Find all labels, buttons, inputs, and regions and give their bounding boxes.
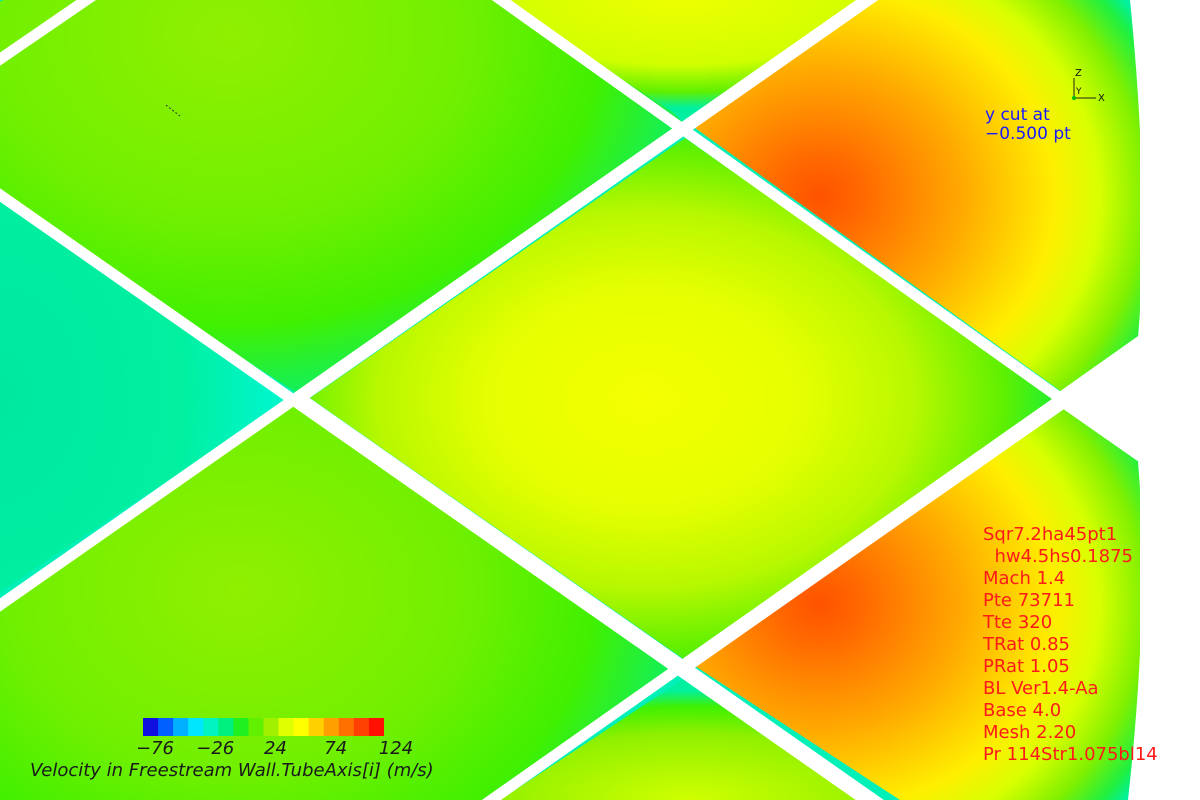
cut-plane-label: y cut at −0.500 pt bbox=[985, 106, 1071, 144]
colorbar-swatch bbox=[218, 718, 234, 736]
colorbar-swatch bbox=[233, 718, 249, 736]
colorbar-swatch bbox=[308, 718, 325, 736]
colorbar-swatch bbox=[173, 718, 189, 736]
parameter-line: Mach 1.4 bbox=[983, 568, 1066, 589]
colorbar-swatch bbox=[263, 718, 280, 736]
colorbar-swatch bbox=[248, 718, 264, 736]
colorbar-ticks: −76 −26 24 74 124 bbox=[130, 738, 420, 760]
case-parameters: Sqr7.2ha45pt1 hw4.5hs0.1875 Mach 1.4 Pte 7… bbox=[983, 524, 1158, 766]
triad-origin bbox=[1072, 96, 1076, 100]
colorbar bbox=[143, 718, 384, 736]
parameter-line: BL Ver1.4-Aa bbox=[983, 678, 1099, 699]
wall-line-diagonal-down-b bbox=[491, 0, 1068, 406]
colorbar-swatch bbox=[143, 718, 159, 736]
parameter-line: TRat 0.85 bbox=[983, 634, 1070, 655]
colorbar-swatch bbox=[158, 718, 174, 736]
parameter-line: hw4.5hs0.1875 bbox=[983, 546, 1133, 567]
colorbar-tick-label: 24 bbox=[264, 738, 287, 759]
outer-region-top bbox=[1130, 0, 1200, 338]
axis-triad: Z Y X bbox=[1072, 68, 1105, 104]
colorbar-swatch bbox=[368, 718, 384, 736]
parameter-line: Mesh 2.20 bbox=[983, 722, 1077, 743]
colorbar-swatch bbox=[338, 718, 355, 736]
cut-label-line2: −0.500 pt bbox=[985, 124, 1071, 144]
cell-top-center-partial bbox=[500, 0, 860, 120]
colorbar-swatch bbox=[203, 718, 219, 736]
colorbar-title: Velocity in Freestream Wall.TubeAxis[i] … bbox=[30, 760, 434, 781]
probe-mark bbox=[165, 104, 181, 117]
cell-top-left bbox=[0, 0, 690, 395]
parameter-line: Base 4.0 bbox=[983, 700, 1062, 721]
cell-top-right bbox=[695, 0, 1140, 392]
outer-region-bottom bbox=[1128, 462, 1200, 800]
parameter-line: Pte 73711 bbox=[983, 590, 1075, 611]
cut-label-line1: y cut at bbox=[985, 105, 1050, 125]
parameter-line: Tte 320 bbox=[983, 612, 1053, 633]
colorbar-swatch bbox=[293, 718, 310, 736]
colorbar-swatch bbox=[278, 718, 295, 736]
cell-left-middle bbox=[0, 198, 295, 592]
colorbar-swatch bbox=[188, 718, 204, 736]
parameter-line: Pr 114Str1.075bl14 bbox=[983, 744, 1158, 765]
cell-bottom-center-partial bbox=[500, 678, 880, 800]
colorbar-tick-label: 74 bbox=[324, 738, 348, 759]
triad-y-label: Y bbox=[1075, 87, 1082, 97]
colorbar-swatch bbox=[323, 718, 340, 736]
parameter-line: Sqr7.2ha45pt1 bbox=[983, 524, 1118, 545]
colorbar-tick-label: −76 bbox=[136, 738, 174, 759]
colorbar-swatch bbox=[353, 718, 370, 736]
cell-bottom-left bbox=[0, 402, 680, 800]
colorbar-tick-label: −26 bbox=[196, 738, 235, 759]
colorbar-tick-label: 124 bbox=[378, 738, 414, 759]
triad-x-label: X bbox=[1098, 93, 1105, 104]
outer-notch bbox=[1062, 340, 1200, 462]
triad-z-label: Z bbox=[1075, 68, 1082, 79]
cell-bottom-right bbox=[695, 408, 1140, 800]
parameter-line: PRat 1.05 bbox=[983, 656, 1070, 677]
